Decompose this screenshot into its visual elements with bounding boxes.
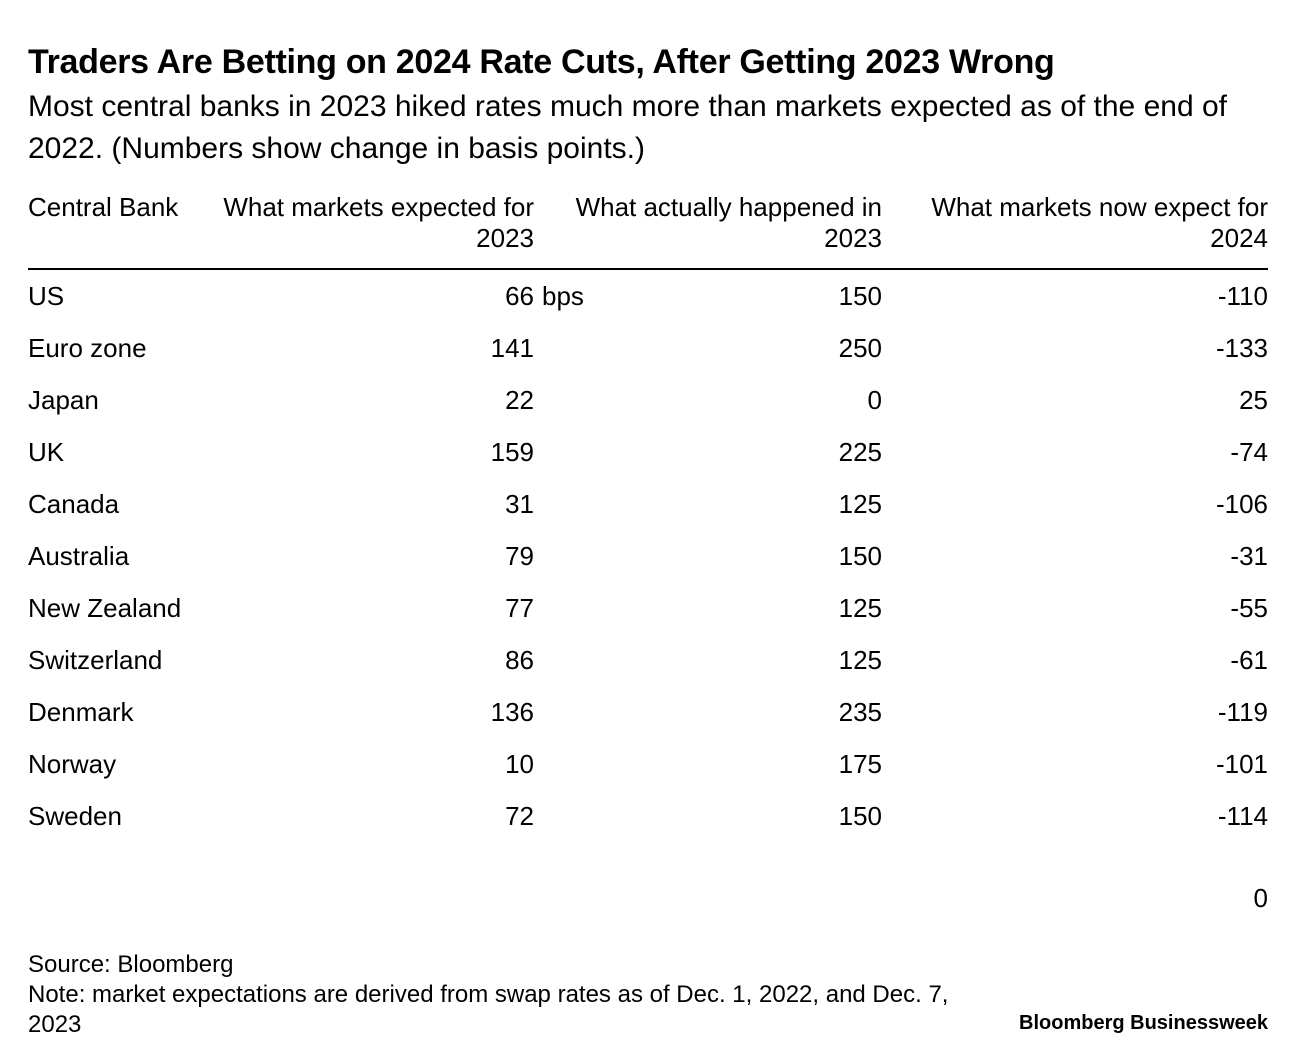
source-note: Source: Bloomberg xyxy=(28,951,234,978)
cell-bank: Sweden xyxy=(28,801,122,831)
table-row: US 66 bps 150 -110 xyxy=(28,270,1268,322)
cell-expected-2023-value: 136 xyxy=(490,697,534,727)
table-row: Euro zone 141 250 -133 xyxy=(28,322,1268,374)
cell-expected-2023-value: 72 xyxy=(505,801,534,831)
cell-actual-2023: 125 xyxy=(838,645,882,675)
cell-bank: Australia xyxy=(28,541,130,571)
cell-bank: US xyxy=(28,281,65,311)
unit-label: bps xyxy=(542,281,584,311)
cell-expected-2023: 79 xyxy=(354,540,534,572)
footer: Source: Bloomberg Note: market expectati… xyxy=(28,950,1008,1040)
chart-subtitle: Most central banks in 2023 hiked rates m… xyxy=(28,90,1227,165)
cell-expected-2024: -106 xyxy=(1215,489,1268,519)
table-row: Australia 79 150 -31 xyxy=(28,530,1268,582)
cell-expected-2023: 136 xyxy=(354,696,534,728)
header-actual-2023: What actually happened in 2023 xyxy=(575,192,882,253)
cell-expected-2023: 141 xyxy=(354,332,534,364)
cell-actual-2023: 150 xyxy=(838,801,882,831)
cell-expected-2023-value: 159 xyxy=(490,437,534,467)
table-row: Switzerland 86 125 -61 xyxy=(28,634,1268,686)
table-row: Denmark 136 235 -119 xyxy=(28,686,1268,738)
table-row: Japan 22 0 25 xyxy=(28,374,1268,426)
data-table: Central Bank What markets expected for 2… xyxy=(28,192,1268,842)
cell-bank: Switzerland xyxy=(28,645,163,675)
table-row: New Zealand 77 125 -55 xyxy=(28,582,1268,634)
extra-value: 0 xyxy=(1253,883,1268,913)
cell-expected-2023: 77 xyxy=(354,592,534,624)
cell-expected-2023-value: 10 xyxy=(505,749,534,779)
cell-expected-2023: 22 xyxy=(354,384,534,416)
header-expected-2023: What markets expected for 2023 xyxy=(223,192,534,253)
cell-expected-2023-value: 79 xyxy=(505,541,534,571)
cell-actual-2023: 150 xyxy=(838,541,882,571)
cell-expected-2024: -74 xyxy=(1230,437,1268,467)
cell-actual-2023: 0 xyxy=(867,385,882,415)
cell-expected-2023-value: 22 xyxy=(505,385,534,415)
cell-expected-2024: -55 xyxy=(1230,593,1268,623)
cell-expected-2024: -61 xyxy=(1230,645,1268,675)
cell-actual-2023: 125 xyxy=(838,489,882,519)
brand-logo: Bloomberg Businessweek xyxy=(1019,1012,1268,1034)
cell-actual-2023: 125 xyxy=(838,593,882,623)
cell-expected-2023-value: 31 xyxy=(505,489,534,519)
cell-expected-2023-value: 66 xyxy=(505,281,534,311)
cell-actual-2023: 225 xyxy=(838,437,882,467)
chart-title: Traders Are Betting on 2024 Rate Cuts, A… xyxy=(28,43,1055,81)
cell-expected-2023: 10 xyxy=(354,748,534,780)
cell-bank: New Zealand xyxy=(28,593,182,623)
cell-expected-2023: 66 bps xyxy=(354,280,584,312)
cell-actual-2023: 175 xyxy=(838,749,882,779)
header-expected-2024: What markets now expect for 2024 xyxy=(931,192,1268,253)
cell-expected-2023-value: 86 xyxy=(505,645,534,675)
cell-bank: Denmark xyxy=(28,697,134,727)
cell-expected-2023: 31 xyxy=(354,488,534,520)
cell-bank: UK xyxy=(28,437,65,467)
cell-expected-2024: -101 xyxy=(1215,749,1268,779)
cell-expected-2024: 25 xyxy=(1239,385,1268,415)
cell-expected-2023: 159 xyxy=(354,436,534,468)
cell-bank: Japan xyxy=(28,385,99,415)
cell-expected-2023: 72 xyxy=(354,800,534,832)
cell-expected-2024: -114 xyxy=(1217,801,1268,831)
cell-expected-2024: -31 xyxy=(1230,541,1268,571)
table-row: UK 159 225 -74 xyxy=(28,426,1268,478)
methodology-note: Note: market expectations are derived fr… xyxy=(28,981,949,1038)
header-central-bank: Central Bank xyxy=(28,192,179,222)
table-row: Canada 31 125 -106 xyxy=(28,478,1268,530)
cell-actual-2023: 235 xyxy=(838,697,882,727)
cell-expected-2024: -119 xyxy=(1217,697,1268,727)
cell-bank: Canada xyxy=(28,489,120,519)
cell-actual-2023: 250 xyxy=(838,333,882,363)
cell-actual-2023: 150 xyxy=(838,281,882,311)
cell-expected-2023: 86 xyxy=(354,644,534,676)
table-header: Central Bank What markets expected for 2… xyxy=(28,192,1268,270)
table-row: Norway 10 175 -101 xyxy=(28,738,1268,790)
cell-bank: Euro zone xyxy=(28,333,147,363)
cell-expected-2024: -133 xyxy=(1215,333,1268,363)
cell-expected-2023-value: 77 xyxy=(505,593,534,623)
table-body: US 66 bps 150 -110 Euro zone 141 250 -133 Japan 22… xyxy=(28,270,1268,842)
cell-bank: Norway xyxy=(28,749,117,779)
cell-expected-2024: -110 xyxy=(1217,281,1268,311)
table-row: Sweden 72 150 -114 xyxy=(28,790,1268,842)
cell-expected-2023-value: 141 xyxy=(490,333,534,363)
